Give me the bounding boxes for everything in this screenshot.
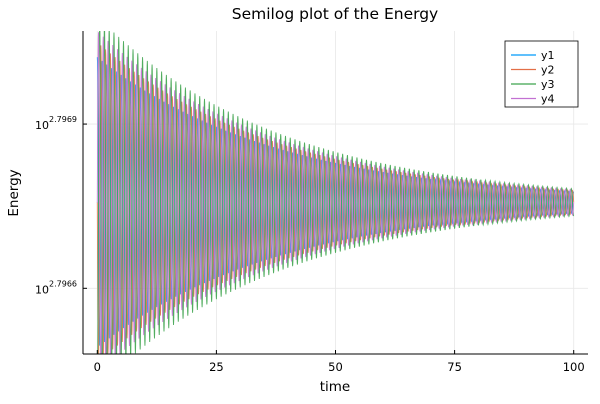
x-tick-label: 25 (209, 360, 224, 374)
chart-title: Semilog plot of the Energy (232, 5, 438, 23)
legend-label-y2: y2 (541, 64, 555, 77)
series-layer (96, 31, 575, 354)
x-tick-label: 75 (447, 360, 462, 374)
legend-label-y4: y4 (541, 93, 555, 106)
legend-label-y1: y1 (541, 49, 555, 62)
y-axis-label: Energy (6, 169, 22, 216)
x-tick-label: 0 (94, 360, 101, 374)
y-tick-label: 102.7969 (35, 115, 77, 132)
legend-box (504, 40, 579, 108)
y-ticks: 102.7966 102.7969 (35, 115, 87, 296)
y-tick-label: 102.7966 (35, 279, 77, 296)
x-tick-label: 50 (328, 360, 343, 374)
legend-label-y3: y3 (541, 78, 555, 91)
x-ticks: 0 25 50 75 100 (94, 350, 585, 374)
x-axis-label: time (320, 379, 351, 395)
series-line-y4 (96, 32, 575, 354)
x-tick-label: 100 (563, 360, 585, 374)
